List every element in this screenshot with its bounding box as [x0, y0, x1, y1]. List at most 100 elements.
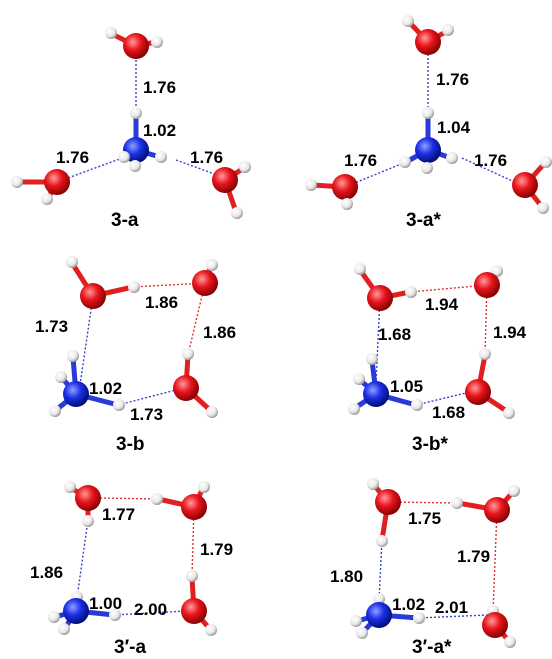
oxygen-atom: [173, 375, 199, 401]
hydrogen-atom: [206, 406, 218, 418]
hydrogen-atom: [366, 353, 378, 365]
hydrogen-atom: [405, 286, 417, 298]
oxygen-atom: [465, 379, 491, 405]
oxygen-atom: [375, 489, 401, 515]
distance-label: 1.76: [474, 151, 507, 170]
hydrogen-atom: [491, 265, 503, 277]
distance-label: 1.05: [390, 377, 423, 396]
distance-label: 1.04: [437, 118, 471, 137]
nitrogen-atom: [363, 381, 389, 407]
hydrogen-atom: [205, 624, 217, 636]
panel-3-prime-a: 1.77 1.79 1.86 1.00 2.00 3′-a: [30, 481, 233, 658]
hydrogen-atom: [504, 636, 516, 648]
distance-label: 1.02: [143, 121, 176, 140]
hydrogen-atom: [113, 399, 125, 411]
hydrogen-atom: [446, 152, 458, 164]
oxygen-atom: [44, 169, 70, 195]
hbond-lines: [378, 501, 498, 619]
oxygen-atom: [332, 174, 358, 200]
hydrogen-atom: [55, 371, 67, 383]
hydrogen-atom: [376, 535, 388, 547]
distance-label: 1.02: [89, 379, 122, 398]
oxygen-atom: [80, 283, 106, 309]
oxygen-atom: [75, 485, 101, 511]
distance-label: 1.76: [143, 78, 176, 97]
oxygen-atom: [181, 598, 207, 624]
hydrogen-atom: [402, 15, 414, 27]
structure-label: 3-b: [116, 434, 145, 455]
distance-label: 1.94: [425, 295, 459, 314]
oxygen-atom: [181, 494, 207, 520]
nitrogen-atom: [415, 137, 441, 163]
hydrogen-atom: [105, 27, 117, 39]
hydrogen-atom: [422, 107, 434, 119]
hydrogen-atom: [239, 161, 251, 173]
hydrogen-atom: [48, 611, 60, 623]
hydrogen-atom: [305, 179, 317, 191]
hydrogen-atom: [58, 623, 70, 635]
hydrogen-atom: [421, 162, 433, 174]
hydrogen-atom: [66, 256, 78, 268]
distance-label: 1.77: [102, 505, 135, 524]
hydrogen-atom: [130, 107, 142, 119]
hydrogen-atom: [198, 481, 210, 493]
hydrogen-atom: [442, 24, 454, 36]
hbond-lines: [76, 497, 195, 616]
hydrogen-atom: [118, 151, 130, 163]
hydrogen-atom: [373, 593, 385, 605]
panel-3-prime-a-star: 1.75 1.79 1.80 1.02 2.01 3′-a*: [330, 478, 520, 658]
hydrogen-atom: [49, 405, 61, 417]
panel-3-a: 1.76 1.02 1.76 1.76 3-a: [11, 27, 251, 231]
hydrogen-atom: [540, 156, 552, 168]
distance-label: 1.79: [457, 547, 490, 566]
hydrogen-atom: [11, 176, 23, 188]
distance-label: 1.79: [200, 540, 233, 559]
hydrogen-atom: [367, 478, 379, 490]
distance-label: 1.86: [145, 293, 178, 312]
distance-label: 1.02: [392, 595, 425, 614]
hydrogen-atom: [109, 609, 121, 621]
hydrogen-atom: [41, 193, 53, 205]
distance-label: 1.76: [344, 151, 377, 170]
distance-label: 1.76: [56, 148, 89, 167]
distance-label: 1.68: [432, 403, 465, 422]
distance-label: 1.00: [89, 594, 122, 613]
panel-3-a-star: 1.76 1.04 1.76 1.76 3-a*: [305, 15, 552, 231]
distance-label: 1.94: [493, 323, 527, 342]
hydrogen-atom: [341, 198, 353, 210]
hydrogen-atom: [128, 281, 140, 293]
hydrogen-atom: [206, 259, 218, 271]
oxygen-atom: [484, 497, 510, 523]
hydrogen-atom: [451, 497, 463, 509]
oxygen-atom: [192, 270, 218, 296]
oxygen-atom: [212, 167, 238, 193]
hydrogen-atom: [186, 570, 198, 582]
hydrogen-atom: [350, 615, 362, 627]
hydrogen-atom: [503, 407, 515, 419]
oxygen-atom: [512, 172, 538, 198]
hydrogen-atom: [151, 36, 163, 48]
hydrogen-atom: [413, 612, 425, 624]
distance-label: 1.68: [378, 325, 411, 344]
hydrogen-atom: [354, 263, 366, 275]
hbond-lines: [344, 50, 520, 188]
hydrogen-atom: [348, 403, 360, 415]
distance-label: 1.76: [190, 148, 223, 167]
oxygen-atom: [474, 272, 500, 298]
hydrogen-atom: [399, 156, 411, 168]
hydrogen-atom: [82, 515, 94, 527]
panel-3-b-star: 1.94 1.68 1.94 1.05 1.68 3-b*: [348, 263, 527, 455]
structure-label: 3-a*: [406, 210, 441, 231]
oxygen-atom: [415, 29, 441, 55]
distance-label: 1.75: [408, 509, 441, 528]
structure-label: 3-b*: [412, 434, 449, 455]
distance-label: 1.86: [203, 323, 236, 342]
hydrogen-atom: [182, 348, 194, 360]
nitrogen-atom: [366, 602, 392, 628]
hydrogen-atom: [479, 348, 491, 360]
hydrogen-atom: [231, 207, 243, 219]
distance-label: 2.01: [435, 598, 468, 617]
nitrogen-atom: [63, 598, 89, 624]
nitrogen-atom: [63, 381, 89, 407]
